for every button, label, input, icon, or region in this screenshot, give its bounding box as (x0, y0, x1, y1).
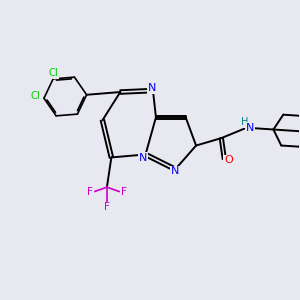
Text: F: F (104, 202, 110, 212)
Text: F: F (87, 187, 93, 196)
Text: O: O (224, 155, 233, 165)
Text: N: N (171, 167, 179, 176)
Text: H: H (241, 117, 248, 128)
Text: N: N (148, 83, 157, 94)
Text: N: N (139, 153, 147, 163)
Text: Cl: Cl (48, 68, 58, 78)
Text: Cl: Cl (31, 91, 40, 101)
Text: N: N (246, 123, 254, 133)
Text: F: F (121, 187, 127, 196)
